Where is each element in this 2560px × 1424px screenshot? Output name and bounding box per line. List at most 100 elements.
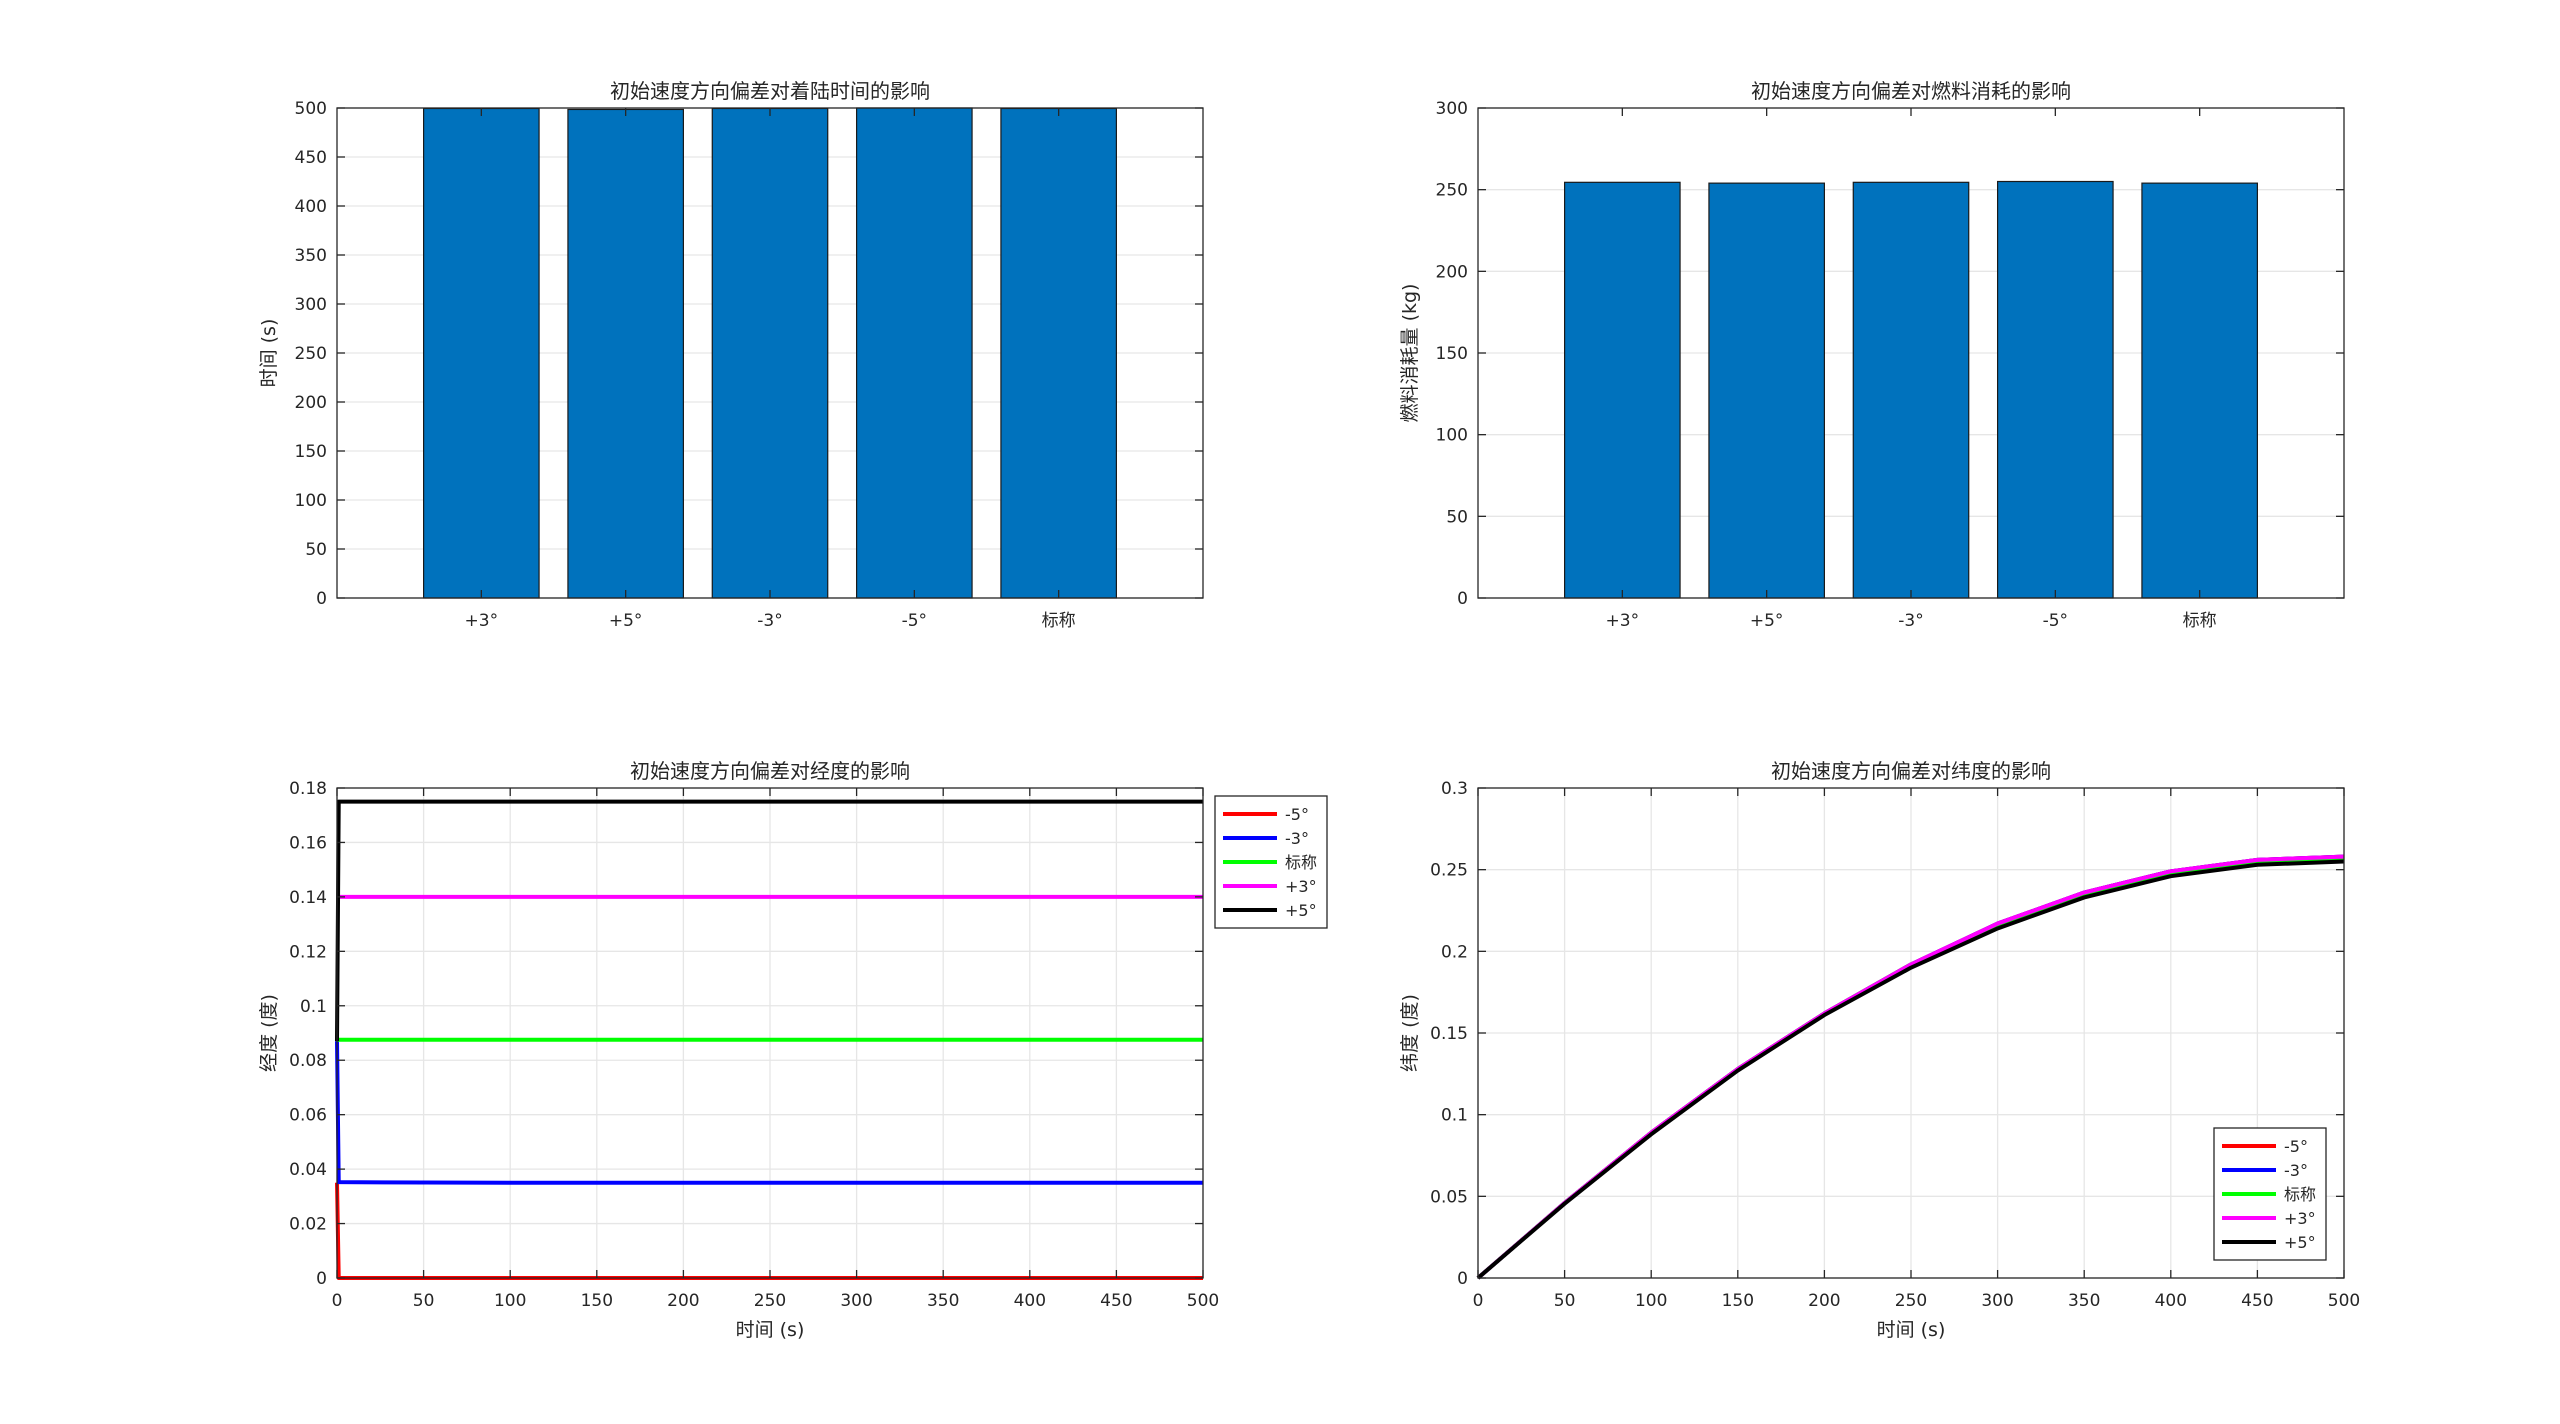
bar-3 <box>1852 181 1970 599</box>
y-tick-label: 0.2 <box>1441 942 1468 962</box>
gridlines <box>336 787 1204 1279</box>
series-line-2 <box>335 1041 1203 1185</box>
x-tick-label: 标称 <box>2183 611 2217 631</box>
y-tick-label: 0.15 <box>1430 1024 1468 1044</box>
y-tick-label: 0 <box>1457 1269 1468 1289</box>
legend-label-2: -3° <box>1285 829 1309 848</box>
legend-label-2: -3° <box>2284 1161 2308 1180</box>
y-tick-label: 450 <box>295 148 327 168</box>
y-tick-label: 0.1 <box>1441 1106 1468 1126</box>
y-tick-label: 50 <box>1446 507 1468 527</box>
y-tick-label: 250 <box>295 344 327 364</box>
legend-label-3: 标称 <box>2284 1185 2316 1204</box>
chart-title: 初始速度方向偏差对着陆时间的影响 <box>610 79 930 103</box>
series-line-5 <box>1476 859 2345 1280</box>
x-tick-label: 450 <box>2241 1291 2273 1311</box>
y-tick-label: 350 <box>295 246 327 266</box>
plot-frame <box>1477 787 2345 1279</box>
y-tick-label: 0.25 <box>1430 861 1468 881</box>
legend-label-4: +3° <box>1285 877 1317 896</box>
plot-frame <box>1477 107 2345 599</box>
y-tick-label: 0.05 <box>1430 1187 1468 1207</box>
x-tick-label: 500 <box>1187 1291 1219 1311</box>
chart-1: +3° +5° -3° -5° 标称 0 50 100 150 200 250 300 350 400 45… <box>258 79 1204 631</box>
y-tick-label: 150 <box>295 442 327 462</box>
x-tick-label: 300 <box>1981 1291 2013 1311</box>
x-axis-title: 时间 (s) <box>736 1319 805 1341</box>
y-axis-title: 经度 (度) <box>258 994 280 1072</box>
legend-label-3: 标称 <box>1285 853 1317 872</box>
y-tick-labels: 0 0.05 0.1 0.15 0.2 0.25 0.3 <box>1430 779 2344 1289</box>
bar-1 <box>1563 181 1681 599</box>
legend-label-5: +5° <box>1285 901 1317 920</box>
x-tick-label: 400 <box>2155 1291 2187 1311</box>
y-tick-label: 400 <box>295 197 327 217</box>
bars <box>1563 180 2259 599</box>
x-tick-label: 0 <box>332 1291 343 1311</box>
legend: -5° -3° 标称 +3° +5° <box>1214 795 1328 929</box>
chart-3: 0 50 100 150 200 250 300 350 400 450 50000.020.040… <box>258 759 1328 1341</box>
y-tick-label: 0.18 <box>289 779 327 799</box>
x-tick-label: 350 <box>927 1291 959 1311</box>
bar-1 <box>423 107 540 599</box>
y-tick-label: 250 <box>1436 181 1468 201</box>
y-axis-title: 燃料消耗量 (kg) <box>1399 284 1421 423</box>
bar-2 <box>567 108 685 599</box>
x-tick-label: 标称 <box>1042 611 1076 631</box>
x-tick-label: +5° <box>1750 611 1784 631</box>
x-tick-label: 300 <box>840 1291 872 1311</box>
x-tick-labels: 0 50 100 150 200 250 300 350 400 450 500 <box>1473 788 2360 1311</box>
y-tick-label: 0 <box>316 589 327 609</box>
chart-title: 初始速度方向偏差对燃料消耗的影响 <box>1751 79 2071 103</box>
y-tick-label: 0.08 <box>289 1051 327 1071</box>
x-tick-label: 250 <box>754 1291 786 1311</box>
x-tick-label: 450 <box>1100 1291 1132 1311</box>
x-tick-label: -5° <box>902 611 927 631</box>
chart-2: +3° +5° -3° -5° 标称 0 50 100 150 200 250 300 初始速度方向偏差… <box>1399 79 2345 631</box>
y-tick-label: 0.16 <box>289 833 327 853</box>
plot-frame <box>336 787 1204 1279</box>
y-tick-label: 0 <box>1457 589 1468 609</box>
legend-label-1: -5° <box>1285 805 1309 824</box>
y-tick-labels: 0 50 100 150 200 250 300 350 400 450 500 <box>295 99 1203 609</box>
series-lines <box>1476 854 2345 1280</box>
bar-4 <box>855 107 973 599</box>
x-tick-labels: 0 50 100 150 200 250 300 350 400 450 500 <box>332 788 1219 1311</box>
x-tick-labels: +3° +5° -3° -5° 标称 <box>1606 108 2217 631</box>
x-tick-label: -3° <box>1898 611 1923 631</box>
x-tick-label: 200 <box>667 1291 699 1311</box>
y-tick-label: 0.1 <box>300 997 327 1017</box>
y-tick-label: 500 <box>295 99 327 119</box>
x-tick-label: +3° <box>465 611 499 631</box>
y-tick-label: 200 <box>1436 262 1468 282</box>
bar-4 <box>1996 180 2114 599</box>
y-axis-title: 纬度 (度) <box>1399 994 1421 1072</box>
y-tick-label: 300 <box>295 295 327 315</box>
y-tick-label: 0.06 <box>289 1106 327 1126</box>
x-tick-label: 150 <box>581 1291 613 1311</box>
x-tick-label: 150 <box>1722 1291 1754 1311</box>
y-tick-label: 50 <box>305 540 327 560</box>
x-tick-label: 350 <box>2068 1291 2100 1311</box>
x-tick-label: 100 <box>1635 1291 1667 1311</box>
y-axis-title: 时间 (s) <box>258 319 280 388</box>
plot-frame <box>336 107 1204 599</box>
bar-2 <box>1708 182 1826 599</box>
y-tick-label: 150 <box>1436 344 1468 364</box>
x-tick-label: 100 <box>494 1291 526 1311</box>
legend-label-4: +3° <box>2284 1209 2316 1228</box>
y-tick-label: 200 <box>295 393 327 413</box>
x-tick-label: 250 <box>1895 1291 1927 1311</box>
legend-label-1: -5° <box>2284 1137 2308 1156</box>
x-tick-label: +5° <box>609 611 643 631</box>
y-tick-label: 300 <box>1436 99 1468 119</box>
legend: -5° -3° 标称 +3° +5° <box>2213 1127 2327 1261</box>
y-tick-label: 0 <box>316 1269 327 1289</box>
x-tick-label: 50 <box>1554 1291 1576 1311</box>
bar-3 <box>711 107 829 599</box>
y-tick-label: 0.02 <box>289 1215 327 1235</box>
x-tick-label: 0 <box>1473 1291 1484 1311</box>
chart-4: 0 50 100 150 200 250 300 350 400 450 500 0 0.05 0.1 0.… <box>1399 759 2360 1341</box>
chart-title: 初始速度方向偏差对经度的影响 <box>630 759 910 783</box>
